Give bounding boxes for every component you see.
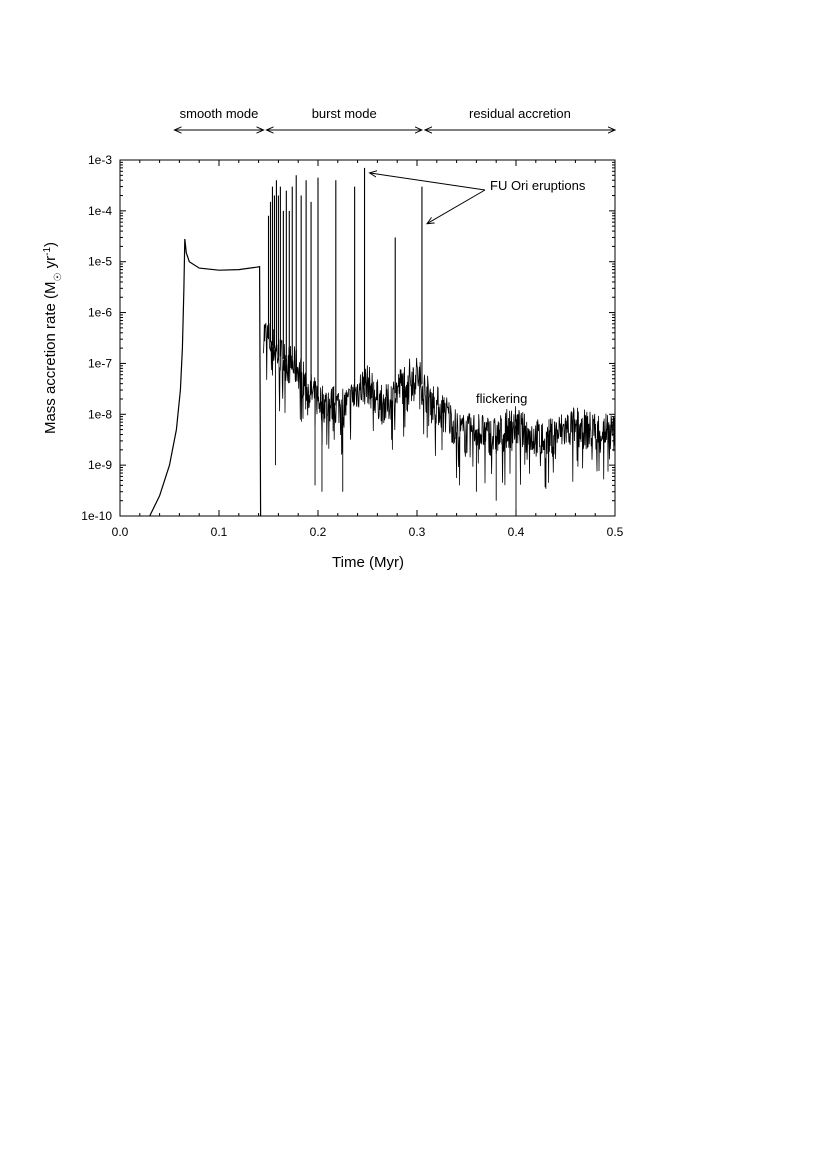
x-axis-title: Time (Myr) bbox=[332, 554, 404, 571]
flicker-baseline bbox=[263, 322, 616, 489]
series-layer bbox=[149, 167, 616, 517]
x-tick-label: 0.3 bbox=[409, 525, 426, 539]
smooth-phase-curve bbox=[149, 238, 262, 517]
y-tick-label: 1e-3 bbox=[88, 153, 112, 167]
fu-ori-label: FU Ori eruptions bbox=[490, 178, 586, 193]
annotations: FU Ori eruptions flickering bbox=[370, 173, 586, 406]
y-tick-label: 1e-10 bbox=[81, 509, 112, 523]
x-tick-label: 0.2 bbox=[310, 525, 327, 539]
x-tick-label: 0.0 bbox=[112, 525, 129, 539]
y-axis-title: Mass accretion rate (M☉ yr-1) bbox=[42, 242, 64, 434]
plot-area: 0.0 0.1 0.2 0.3 0.4 0.5 1e-10 1e-9 1e-8 1e-7 1e-6 1… bbox=[81, 153, 623, 539]
plot-frame bbox=[119, 159, 616, 517]
phase-label: residual accretion bbox=[469, 106, 571, 121]
flickering-label: flickering bbox=[476, 391, 527, 406]
phase-label: burst mode bbox=[312, 106, 377, 121]
x-tick-label: 0.1 bbox=[211, 525, 228, 539]
y-tick-label: 1e-9 bbox=[88, 458, 112, 472]
y-tick-label: 1e-8 bbox=[88, 407, 112, 421]
fu-ori-arrow bbox=[370, 173, 486, 191]
y-tick-label: 1e-5 bbox=[88, 255, 112, 269]
y-tick-label: 1e-4 bbox=[88, 204, 112, 218]
x-tick-label: 0.5 bbox=[607, 525, 624, 539]
phase-indicators: smooth mode burst mode residual accretion bbox=[174, 106, 615, 130]
y-tick-label: 1e-6 bbox=[88, 306, 112, 320]
y-tick-label: 1e-7 bbox=[88, 356, 112, 370]
phase-label: smooth mode bbox=[180, 106, 259, 121]
fu-ori-arrow bbox=[427, 189, 486, 224]
axis-ticks: 0.0 0.1 0.2 0.3 0.4 0.5 1e-10 1e-9 1e-8 1e-7 1e-6 1… bbox=[81, 153, 623, 539]
x-tick-label: 0.4 bbox=[508, 525, 525, 539]
